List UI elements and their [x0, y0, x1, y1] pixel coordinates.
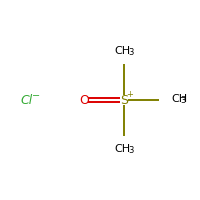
Text: 3: 3	[128, 48, 134, 57]
Text: Cl: Cl	[20, 94, 32, 106]
Text: CH: CH	[114, 144, 130, 154]
Text: CH: CH	[114, 46, 130, 56]
Text: O: O	[79, 94, 89, 106]
Text: 3: 3	[180, 96, 186, 105]
Text: −: −	[32, 91, 41, 101]
Text: CH: CH	[171, 94, 187, 104]
Text: 3: 3	[128, 146, 134, 155]
Text: +: +	[126, 90, 133, 99]
Text: S: S	[120, 94, 128, 106]
